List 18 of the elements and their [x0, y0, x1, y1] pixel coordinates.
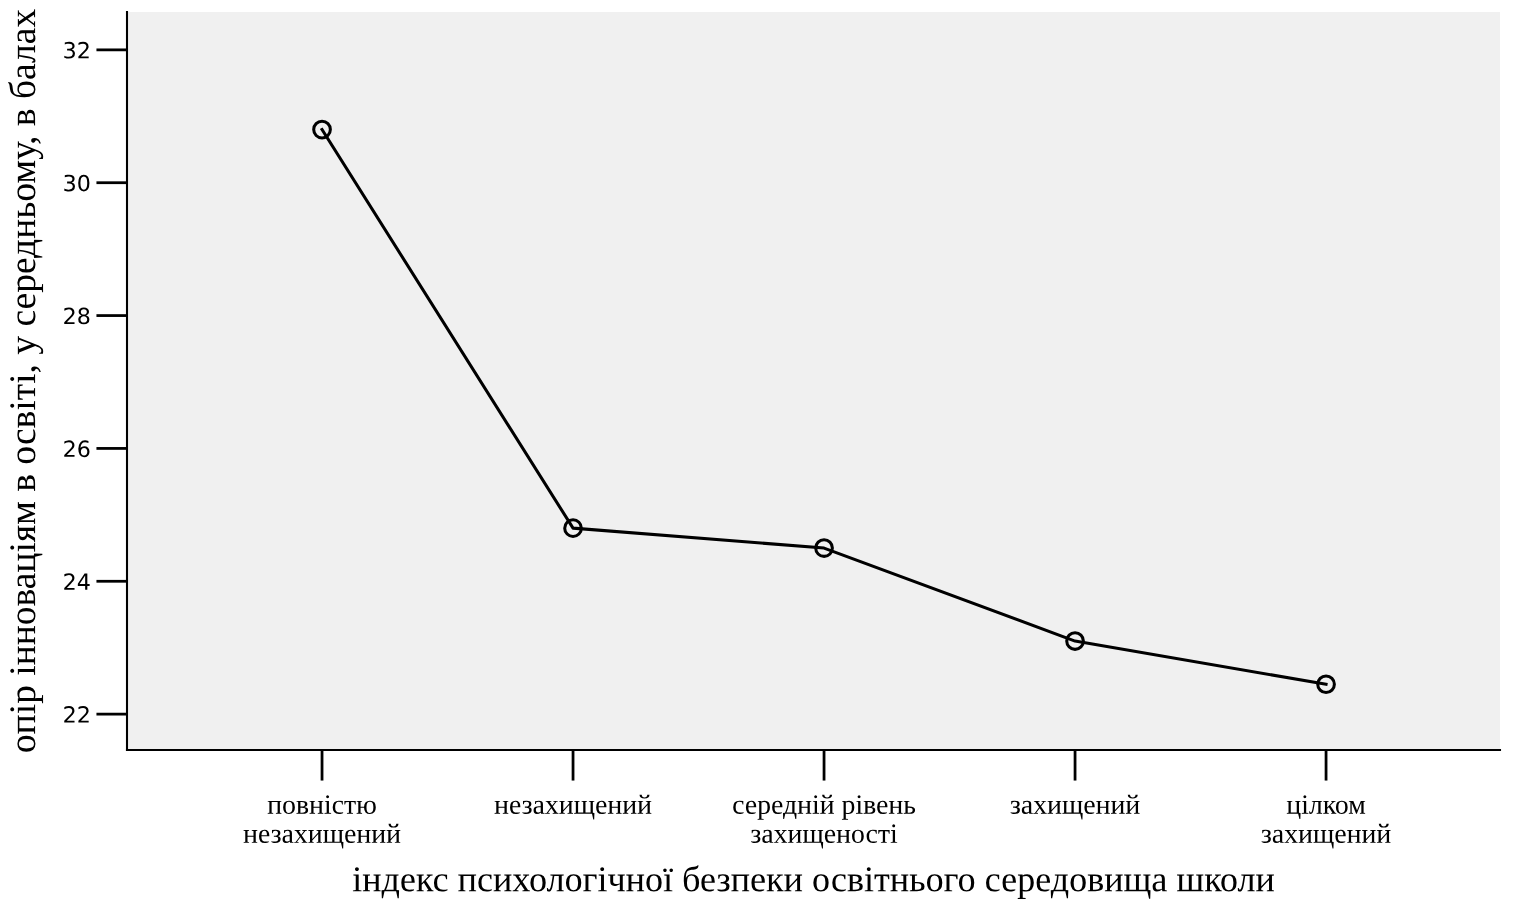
x-axis-title: індекс психологічної безпеки освітнього середовища школи — [352, 865, 1274, 899]
y-tick-label: 26 — [64, 440, 90, 458]
y-tick-label: 24 — [64, 573, 90, 590]
y-tick-label: 28 — [64, 307, 90, 325]
x-tick-label: незахищений — [494, 794, 652, 820]
y-tick-label: 22 — [64, 706, 89, 723]
x-tick-label: цілком захищений — [1261, 795, 1391, 849]
x-tick-label: захищений — [1010, 794, 1140, 820]
point — [563, 518, 583, 538]
point — [1065, 631, 1085, 651]
x-tick-label: середній рівень захищеності — [733, 794, 916, 849]
point — [312, 119, 332, 140]
point — [1316, 674, 1336, 695]
y-axis-title: опір інноваціям в освіті, у середньому, в балах — [8, 9, 44, 752]
x-tick-label: повністю незахищений — [243, 795, 401, 849]
y-tick-label: 32 — [64, 41, 89, 59]
y-tick-label: 30 — [64, 174, 90, 192]
point — [814, 538, 834, 558]
